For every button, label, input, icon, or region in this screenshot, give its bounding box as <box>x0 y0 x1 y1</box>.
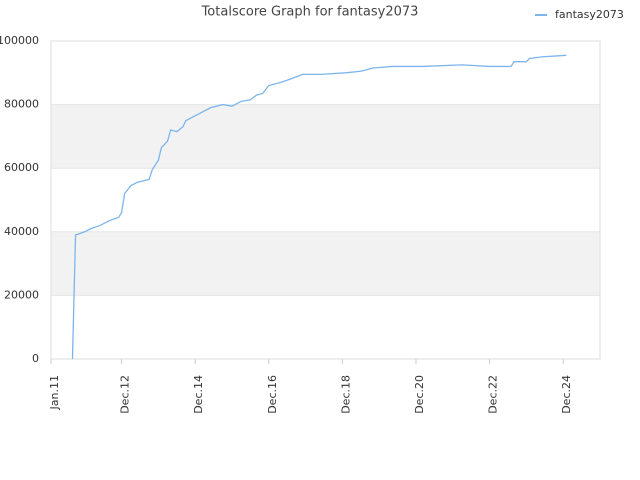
grid-band <box>51 231 600 296</box>
y-tick-label: 20000 <box>4 288 39 301</box>
grid-band <box>51 104 600 169</box>
x-tick-label: Dec.14 <box>192 375 205 414</box>
y-tick-label: 0 <box>32 352 39 365</box>
series-line <box>71 54 567 360</box>
x-tick-label: Dec.12 <box>119 375 132 414</box>
chart-title: Totalscore Graph for fantasy2073 <box>201 5 419 20</box>
y-tick-label: 60000 <box>4 161 39 174</box>
legend-label: fantasy2073 <box>555 8 624 21</box>
x-tick-label: Dec.24 <box>560 375 573 414</box>
y-tick-label: 40000 <box>4 225 39 238</box>
y-tick-label: 100000 <box>0 34 39 47</box>
x-tick-label: Dec.16 <box>266 375 279 414</box>
x-tick-label: Dec.18 <box>339 375 352 414</box>
y-tick-label: 80000 <box>4 98 39 111</box>
x-tick-label: Dec.22 <box>487 375 500 414</box>
x-tick-label: Jan.11 <box>48 375 61 410</box>
plot-frame <box>50 40 601 360</box>
x-tick-label: Dec.20 <box>413 375 426 414</box>
